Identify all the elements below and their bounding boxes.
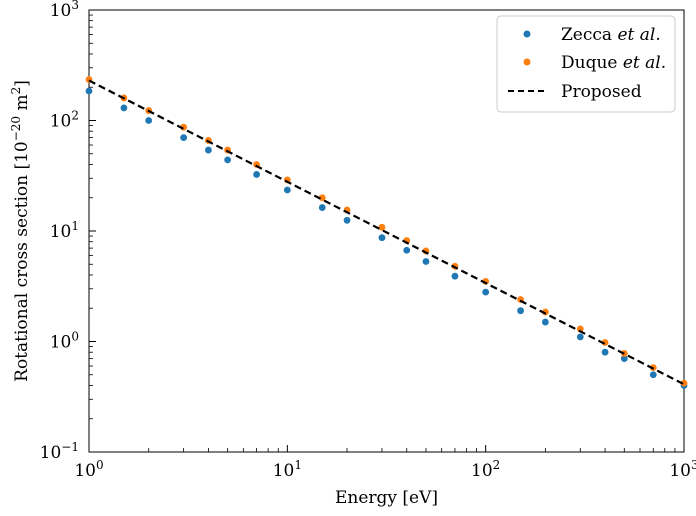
- data-point-zecca-et-al-1: [120, 104, 128, 112]
- data-point-duque-et-al-17: [576, 325, 584, 333]
- y-tick-label-3: 102: [50, 109, 79, 132]
- y-axis-label-main: Rotational cross section [10: [12, 141, 32, 382]
- data-point-zecca-et-al-16: [541, 318, 549, 326]
- data-layer: [85, 76, 688, 389]
- data-point-zecca-et-al-14: [482, 288, 490, 296]
- data-point-zecca-et-al-10: [378, 234, 386, 242]
- data-point-duque-et-al-10: [378, 223, 386, 231]
- legend-marker-zecca: [523, 30, 531, 38]
- data-point-zecca-et-al-17: [576, 333, 584, 341]
- y-axis-label-exp: −20: [9, 116, 23, 141]
- data-point-zecca-et-al-7: [283, 186, 291, 194]
- data-point-duque-et-al-8: [318, 194, 326, 202]
- data-point-zecca-et-al-18: [601, 348, 609, 356]
- legend-box: [496, 15, 676, 113]
- y-axis-label-unit-exp: 2: [9, 87, 23, 95]
- y-axis-label: Rotational cross section [10−20 m2]: [9, 80, 32, 382]
- legend-label-zecca: Zecca et al.: [561, 25, 661, 45]
- data-point-zecca-et-al-4: [205, 146, 212, 154]
- legend: Zecca et al. Duque et al. Proposed: [496, 15, 676, 113]
- data-point-zecca-et-al-8: [318, 204, 326, 211]
- data-point-zecca-et-al-13: [451, 272, 459, 280]
- data-point-zecca-et-al-6: [253, 171, 261, 178]
- x-axis-label: Energy [eV]: [335, 488, 438, 508]
- data-point-zecca-et-al-3: [180, 134, 188, 142]
- data-point-zecca-et-al-20: [649, 371, 657, 379]
- y-tick-label-0: 10−1: [40, 440, 79, 463]
- y-tick-label-2: 101: [50, 219, 79, 242]
- data-point-zecca-et-al-2: [145, 117, 153, 124]
- legend-label-duque: Duque et al.: [561, 53, 666, 73]
- y-tick-label-4: 103: [50, 0, 79, 21]
- data-point-zecca-et-al-15: [517, 307, 524, 315]
- data-point-zecca-et-al-0: [85, 87, 93, 95]
- data-point-zecca-et-al-5: [224, 156, 232, 164]
- x-tick-label-0: 100: [74, 458, 103, 481]
- x-tick-label-2: 102: [471, 458, 500, 481]
- legend-label-proposed: Proposed: [561, 82, 642, 102]
- legend-marker-duque: [523, 58, 531, 66]
- data-point-zecca-et-al-12: [422, 258, 430, 265]
- series-line-proposed: [88, 79, 685, 386]
- data-point-zecca-et-al-11: [403, 246, 411, 254]
- data-point-zecca-et-al-9: [343, 216, 351, 224]
- data-point-duque-et-al-21: [680, 379, 688, 387]
- data-point-zecca-et-al-19: [620, 355, 628, 363]
- x-tick-label-1: 101: [273, 458, 302, 481]
- y-tick-label-1: 100: [50, 330, 79, 353]
- x-tick-label-3: 103: [669, 458, 696, 481]
- y-axis-label-unit: m: [12, 94, 32, 116]
- y-axis-label-end: ]: [12, 80, 32, 87]
